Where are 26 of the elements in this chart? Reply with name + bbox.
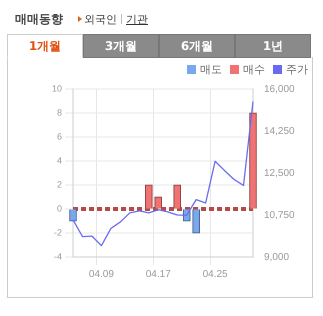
- legend-label: 매수: [242, 62, 265, 77]
- text: 1개월: [7, 34, 83, 58]
- y-tick-label: 2: [56, 179, 62, 190]
- text: 3개월: [83, 34, 159, 58]
- y-tick-label: 6: [56, 131, 62, 142]
- y2-tick-label: 14,250: [264, 126, 296, 137]
- y2-tick-label: 9,000: [264, 252, 290, 263]
- x-tick-label: 04.17: [146, 268, 172, 280]
- x-tick-label: 04.25: [202, 268, 228, 280]
- x-tick-label: 04.09: [88, 268, 114, 280]
- text: 외국인: [84, 13, 117, 26]
- text: 1년: [235, 34, 311, 58]
- y-tick-label: 8: [56, 107, 62, 118]
- y2-tick-label: 16,000: [264, 84, 296, 95]
- text: 6개월: [159, 34, 235, 58]
- y-tick-label: 0: [56, 203, 62, 214]
- text: 기관: [126, 13, 148, 26]
- y2-tick-label: 10,750: [264, 210, 296, 221]
- y-tick-label: -2: [54, 227, 62, 238]
- legend-label: 매도: [199, 62, 222, 77]
- chart-title: 매매동향: [15, 11, 63, 28]
- legend-label: 주가: [285, 62, 308, 77]
- y2-tick-label: 12,500: [264, 168, 296, 179]
- y-tick-label: 10: [52, 83, 62, 94]
- y-tick-label: 4: [56, 155, 62, 166]
- y-tick-label: -4: [54, 251, 62, 262]
